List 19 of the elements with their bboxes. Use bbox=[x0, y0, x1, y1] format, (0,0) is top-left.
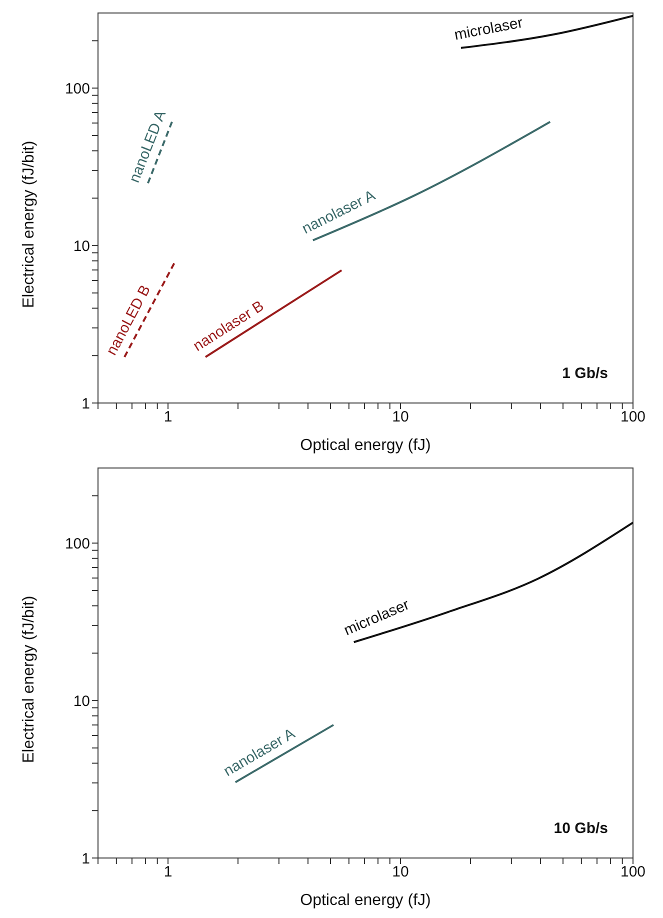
annotation: 1 Gb/s bbox=[562, 365, 608, 382]
x-axis-title: Optical energy (fJ) bbox=[300, 892, 431, 909]
x-axis-title: Optical energy (fJ) bbox=[300, 437, 431, 454]
x-tick-label: 100 bbox=[620, 408, 646, 426]
x-tick-label: 100 bbox=[620, 864, 646, 881]
y-tick-label: 100 bbox=[64, 80, 90, 98]
x-tick-label: 1 bbox=[164, 408, 172, 426]
x-tick-label: 10 bbox=[392, 864, 409, 881]
y-tick-label: 10 bbox=[73, 692, 90, 710]
y-tick-label: 10 bbox=[73, 238, 90, 255]
x-tick-label: 10 bbox=[392, 408, 409, 426]
y-tick-label: 1 bbox=[82, 395, 90, 412]
y-axis-title: Electrical energy (fJ/bit) bbox=[20, 140, 38, 308]
y-tick-label: 100 bbox=[64, 535, 90, 552]
y-tick-label: 1 bbox=[82, 850, 90, 868]
y-axis-title: Electrical energy (fJ/bit) bbox=[20, 596, 38, 763]
annotation: 10 Gb/s bbox=[554, 820, 608, 837]
text: microlaser bbox=[452, 14, 524, 44]
x-tick-label: 1 bbox=[164, 864, 172, 881]
